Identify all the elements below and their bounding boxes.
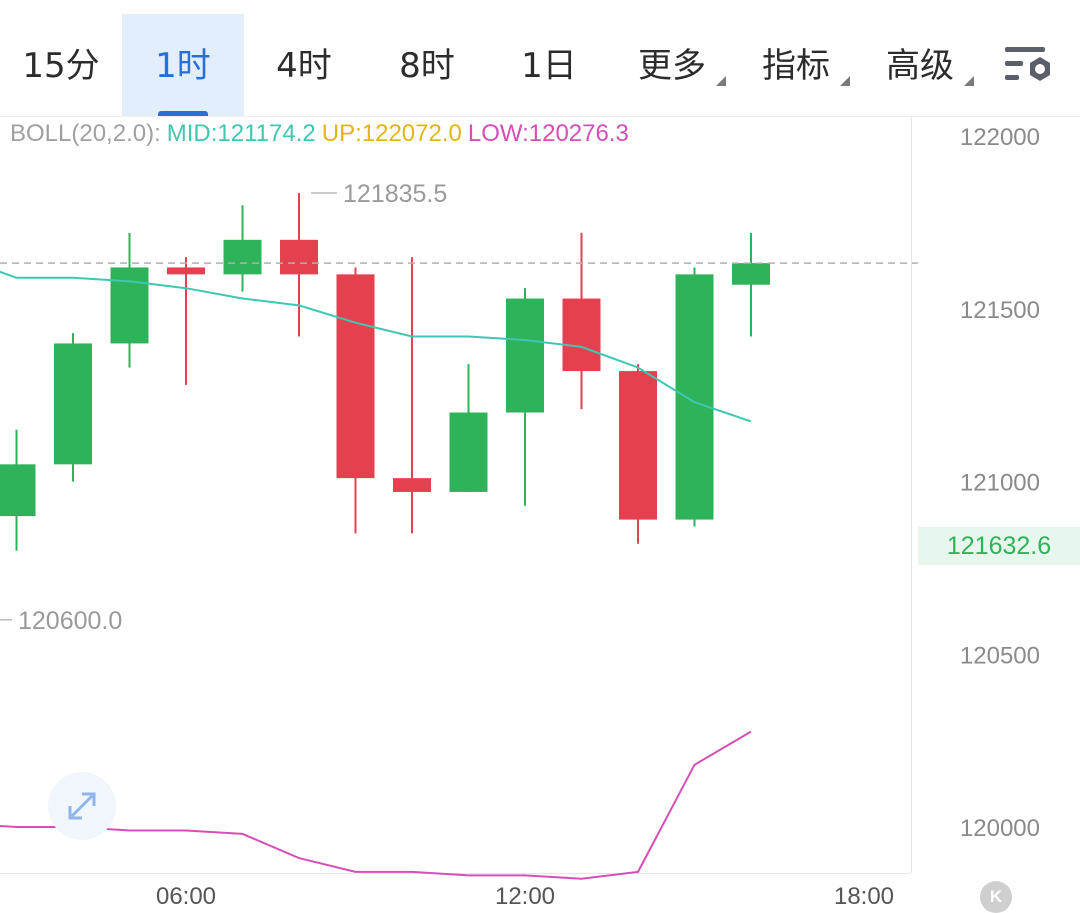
candle-body xyxy=(110,267,149,344)
candlestick-chart[interactable]: 1230001225001220001215001210001205001200… xyxy=(0,116,1080,913)
dropdown-caret-icon xyxy=(964,76,974,86)
candle-body xyxy=(280,239,318,275)
tab-label: 15分 xyxy=(22,46,100,86)
x-tick-label: 12:00 xyxy=(495,883,555,910)
candle-body xyxy=(54,343,92,465)
candle-body xyxy=(223,239,262,275)
timeframe-tab-bar: 15分 1时 4时 8时 1日 更多 指标 高级 xyxy=(0,0,1080,116)
tab-label: 高级 xyxy=(886,46,954,86)
x-tick-label: 18:00 xyxy=(834,883,894,910)
candle-body xyxy=(506,298,544,413)
boll-lower-value: LOW:120276.3 xyxy=(467,120,629,147)
k-logo-icon[interactable]: K xyxy=(980,881,1012,913)
current-price-tag: 121632.6 xyxy=(918,527,1080,565)
boll-mid-value: MID:121174.2 xyxy=(166,120,316,147)
high-price-label: 121835.5 xyxy=(343,180,447,208)
candle-body xyxy=(393,478,431,492)
tab-1d[interactable]: 1日 xyxy=(488,14,610,116)
candle-body xyxy=(336,274,375,479)
tab-label: 更多 xyxy=(638,46,706,86)
candle-body xyxy=(0,464,36,517)
chart-settings-icon[interactable] xyxy=(1003,44,1055,88)
dropdown-caret-icon xyxy=(840,76,850,86)
tab-label: 1时 xyxy=(155,46,211,86)
tab-advanced-dropdown[interactable]: 高级 xyxy=(878,14,974,116)
candle-body xyxy=(619,371,657,520)
tab-label: 8时 xyxy=(399,46,455,86)
active-tab-indicator xyxy=(158,111,208,116)
dropdown-caret-icon xyxy=(716,76,726,86)
tab-label: 4时 xyxy=(276,46,332,86)
boll-mid-line xyxy=(0,270,752,423)
candle-body xyxy=(167,267,205,275)
tab-15m[interactable]: 15分 xyxy=(0,14,122,116)
y-tick-label: 122000 xyxy=(960,124,1040,151)
y-tick-label: 121500 xyxy=(960,297,1040,324)
y-tick-label: 121000 xyxy=(960,470,1040,497)
y-tick-label: 120500 xyxy=(960,642,1040,669)
candle-body xyxy=(449,412,488,492)
expand-icon[interactable] xyxy=(48,772,116,840)
boll-indicator-name: BOLL(20,2.0): xyxy=(10,120,161,147)
tab-label: 指标 xyxy=(762,46,830,86)
tab-more-dropdown[interactable]: 更多 xyxy=(630,14,726,116)
candle-body xyxy=(675,274,714,520)
candle-body xyxy=(562,298,601,372)
boll-lower-line xyxy=(0,730,752,880)
tab-8h[interactable]: 8时 xyxy=(366,14,488,116)
boll-legend: BOLL(20,2.0): MID:121174.2 UP:122072.0 LOW:… xyxy=(10,120,635,148)
tab-indicators-dropdown[interactable]: 指标 xyxy=(754,14,850,116)
tab-label: 1日 xyxy=(521,46,577,86)
tab-1h[interactable]: 1时 xyxy=(122,14,244,116)
x-tick-label: 06:00 xyxy=(156,883,216,910)
y-tick-label: 120000 xyxy=(960,815,1040,842)
candle-body xyxy=(732,263,770,285)
tab-4h[interactable]: 4时 xyxy=(244,14,364,116)
low-price-label: 120600.0 xyxy=(18,607,122,635)
boll-upper-value: UP:122072.0 xyxy=(321,120,462,147)
